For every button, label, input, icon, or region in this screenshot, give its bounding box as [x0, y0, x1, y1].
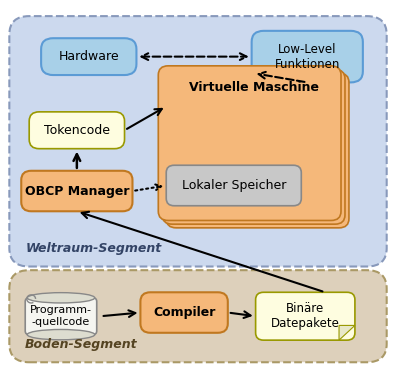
Text: Low-Level
Funktionen: Low-Level Funktionen — [274, 43, 340, 70]
Ellipse shape — [27, 293, 95, 303]
FancyBboxPatch shape — [162, 69, 345, 224]
FancyBboxPatch shape — [256, 292, 355, 340]
FancyBboxPatch shape — [29, 112, 124, 149]
Text: OBCP Manager: OBCP Manager — [25, 184, 129, 197]
Polygon shape — [339, 325, 355, 340]
FancyBboxPatch shape — [158, 66, 341, 220]
Text: Binäre
Datepakete: Binäre Datepakete — [271, 302, 340, 330]
Text: Programm-
-quellcode: Programm- -quellcode — [30, 305, 92, 327]
FancyBboxPatch shape — [21, 171, 132, 211]
FancyBboxPatch shape — [9, 16, 387, 266]
FancyBboxPatch shape — [25, 298, 97, 335]
Ellipse shape — [27, 329, 95, 340]
Text: Tokencode: Tokencode — [44, 124, 110, 137]
FancyBboxPatch shape — [166, 73, 349, 228]
Text: Compiler: Compiler — [153, 306, 215, 319]
Text: Weltraum-Segment: Weltraum-Segment — [25, 243, 162, 256]
FancyBboxPatch shape — [252, 31, 363, 82]
Text: Lokaler Speicher: Lokaler Speicher — [182, 179, 286, 192]
FancyBboxPatch shape — [41, 38, 136, 75]
Text: Boden-Segment: Boden-Segment — [25, 338, 138, 351]
Text: Hardware: Hardware — [58, 50, 119, 63]
FancyBboxPatch shape — [166, 165, 301, 206]
Text: Virtuelle Maschine: Virtuelle Maschine — [189, 81, 319, 95]
FancyBboxPatch shape — [9, 270, 387, 362]
FancyBboxPatch shape — [140, 292, 228, 333]
